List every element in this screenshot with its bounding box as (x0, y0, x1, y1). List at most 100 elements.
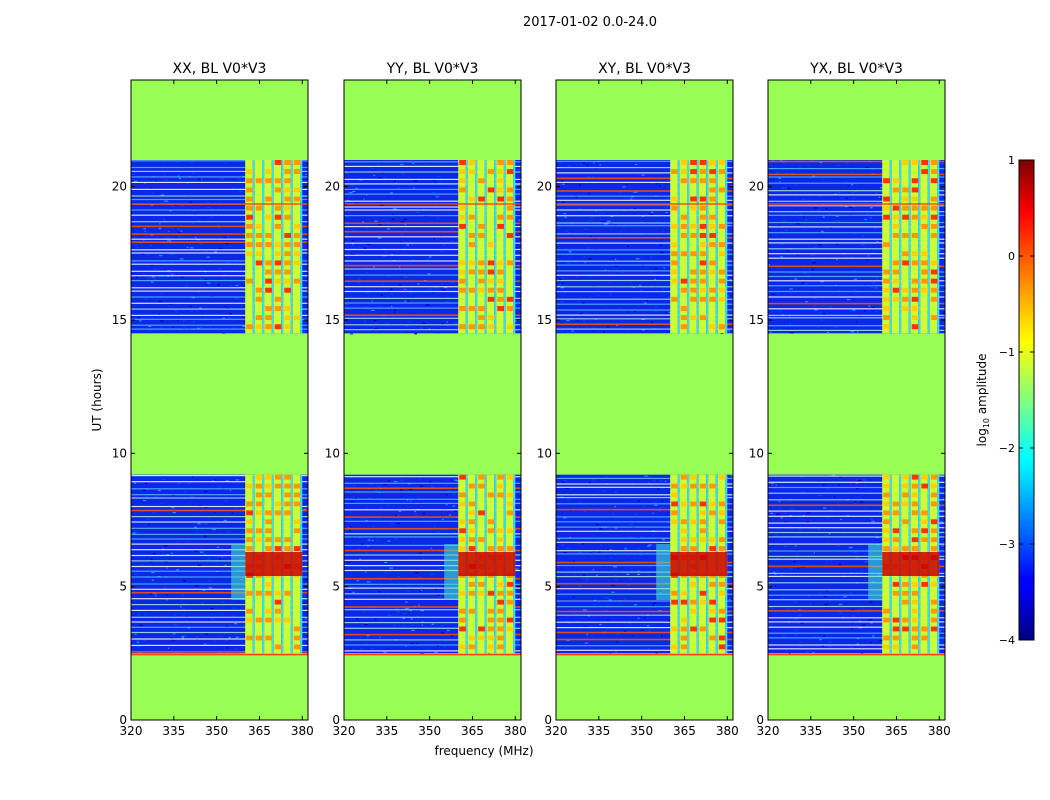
rfi-stripe (556, 486, 733, 488)
rfi-stripe (344, 171, 521, 173)
rfi-stripe (131, 488, 308, 490)
rfi-stripe (344, 206, 521, 208)
band-column (891, 160, 900, 334)
rfi-stripe (344, 598, 521, 600)
rfi-stripe (131, 308, 308, 310)
rfi-stripe (768, 637, 945, 639)
rfi-stripe (768, 280, 945, 282)
rfi-stripe (768, 302, 945, 305)
rfi-stripe (344, 520, 521, 522)
x-tick-label: 365 (461, 724, 484, 738)
x-tick-label: 320 (120, 724, 143, 738)
y-tick-label: 20 (749, 180, 764, 194)
rfi-stripe (556, 279, 733, 282)
rfi-stripe (556, 494, 733, 496)
rfi-stripe (344, 533, 521, 535)
rfi-stripe (344, 230, 521, 233)
rfi-stripe (556, 614, 733, 616)
rfi-stripe (556, 237, 733, 239)
rfi-stripe (768, 575, 945, 577)
rfi-stripe (344, 324, 521, 326)
rfi-stripe (131, 481, 308, 483)
rfi-stripe (556, 638, 733, 641)
rfi-stripe (768, 248, 945, 250)
rfi-stripe (131, 302, 308, 304)
rfi-stripe (556, 537, 733, 539)
rfi-stripe (556, 576, 733, 578)
rfi-stripe (131, 644, 308, 646)
rfi-stripe (768, 543, 945, 545)
rfi-stripe (556, 177, 733, 180)
rfi-stripe (556, 318, 733, 320)
rfi-stripe (344, 536, 521, 538)
rfi-stripe (131, 176, 308, 178)
rfi-stripe (131, 233, 308, 235)
rfi-stripe (131, 554, 308, 557)
rfi-stripe (344, 329, 521, 331)
rfi-stripe (131, 252, 308, 254)
y-tick-label: 0 (544, 713, 552, 727)
y-tick-label: 0 (756, 713, 764, 727)
rfi-stripe (131, 638, 308, 640)
rfi-stripe (556, 508, 733, 511)
rfi-stripe (131, 318, 308, 320)
rfi-stripe (131, 560, 308, 562)
band-column (458, 160, 466, 334)
flag-edge-line (344, 203, 521, 205)
rfi-stripe (768, 226, 945, 228)
colorbar-tick-label: 1 (1008, 154, 1015, 167)
rfi-stripe (131, 543, 308, 545)
rfi-stripe (344, 609, 521, 611)
rfi-stripe (556, 516, 733, 518)
panel-title: XY, BL V0*V3 (598, 61, 691, 77)
rfi-stripe (344, 476, 521, 478)
y-tick-label: 5 (332, 580, 340, 594)
x-tick-label: 350 (418, 724, 441, 738)
rfi-stripe (131, 570, 308, 572)
rfi-stripe (768, 605, 945, 608)
rfi-stripe (131, 521, 308, 523)
rfi-stripe (768, 308, 945, 310)
rfi-stripe (344, 502, 521, 504)
band-column (920, 160, 928, 334)
panel-frame (767, 79, 946, 721)
rfi-stripe (768, 522, 945, 524)
rfi-stripe (344, 188, 521, 190)
rfi-stripe (131, 280, 308, 282)
y-tick-label: 5 (544, 580, 552, 594)
rfi-stripe (131, 166, 308, 169)
x-tick-label: 335 (587, 724, 610, 738)
rfi-stripe (556, 610, 733, 613)
flag-edge-line (556, 653, 733, 656)
rfi-stripe (344, 577, 521, 580)
rfi-stripe (344, 226, 521, 228)
rfi-stripe (131, 651, 308, 653)
rfi-stripe (768, 242, 945, 244)
rfi-stripe (556, 209, 733, 211)
rfi-stripe (768, 160, 945, 163)
rfi-stripe (768, 510, 945, 512)
rfi-stripe (131, 621, 308, 623)
y-axis-label: UT (hours) (90, 368, 104, 431)
rfi-stripe (131, 631, 308, 634)
rfi-stripe (556, 530, 733, 532)
rfi-stripe (556, 199, 733, 201)
rfi-stripe (131, 475, 308, 477)
flag-edge-line (344, 653, 521, 656)
rfi-stripe (768, 582, 945, 584)
rfi-stripe (768, 648, 945, 650)
rfi-stripe (344, 242, 521, 244)
rfi-stripe (344, 280, 521, 282)
rfi-stripe (768, 173, 945, 176)
rfi-stripe (556, 264, 733, 266)
y-tick-label: 0 (119, 713, 127, 727)
rfi-stripe (131, 527, 308, 529)
rfi-stripe (556, 260, 733, 262)
rfi-stripe (768, 275, 945, 278)
panel-title: YX, BL V0*V3 (809, 61, 903, 77)
rfi-stripe (556, 195, 733, 197)
rfi-stripe (131, 576, 308, 578)
rfi-stripe (131, 533, 308, 535)
band-column (910, 160, 919, 334)
